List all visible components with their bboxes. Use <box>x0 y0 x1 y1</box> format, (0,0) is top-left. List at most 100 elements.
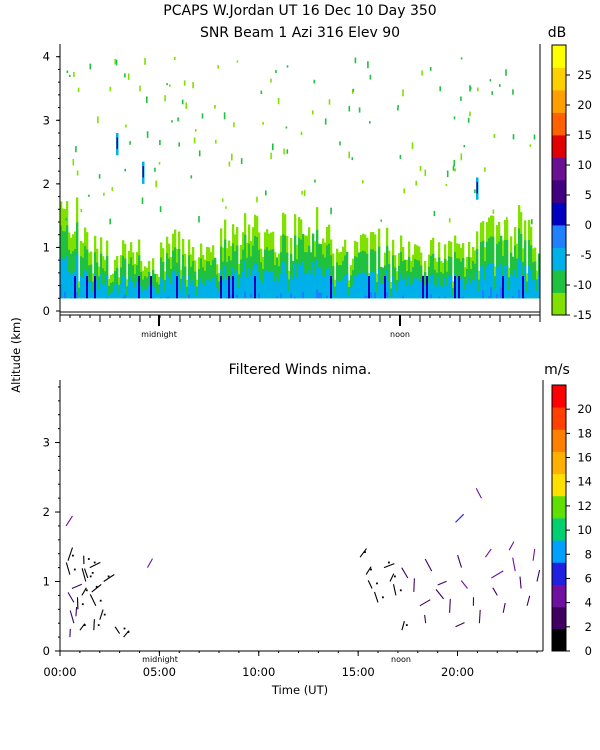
snr-cell <box>428 266 431 299</box>
snr-speckle <box>111 187 114 191</box>
snr-cell <box>126 286 129 299</box>
snr-speckle <box>460 153 463 161</box>
snr-cell <box>114 271 117 299</box>
winds-colorbar-tick-label: 18 <box>577 426 592 440</box>
wind-calm-dot <box>127 631 130 633</box>
wind-calm-dot <box>97 624 100 626</box>
snr-cell <box>76 254 79 299</box>
snr-speckle <box>270 152 272 159</box>
snr-speckle <box>141 197 144 204</box>
snr-cell <box>488 264 491 299</box>
snr-cell <box>198 284 201 299</box>
winds-x-tick-label: 20:00 <box>441 665 474 679</box>
winds-colorbar-segment <box>552 540 566 563</box>
snr-cell <box>476 271 479 299</box>
snr-cell <box>408 276 411 299</box>
snr-cell <box>158 284 161 299</box>
snr-speckle <box>144 57 146 65</box>
winds-x-ticks: 00:00 05:00 10:00 15:00 20:00 <box>43 651 538 679</box>
snr-cell <box>138 276 141 299</box>
winds-colorbar-tick-label: 8 <box>585 547 592 561</box>
wind-calm-dot <box>123 627 126 630</box>
snr-cell <box>212 278 215 299</box>
snr-cell <box>310 273 313 299</box>
snr-speckle <box>214 105 216 109</box>
snr-time-strip <box>59 311 541 326</box>
snr-cell <box>386 291 389 299</box>
wind-calm-dot <box>93 561 96 564</box>
snr-y-tick-label: 2 <box>43 177 50 191</box>
winds-colorbar: 0 2 4 6 8 10 12 14 16 18 20 <box>551 384 592 658</box>
snr-cell <box>196 295 199 299</box>
wind-barb <box>383 563 395 569</box>
snr-marker-midnight: midnight <box>141 330 177 339</box>
snr-speckle <box>166 83 168 86</box>
snr-cell <box>202 267 205 299</box>
snr-cell <box>142 279 145 299</box>
snr-cell <box>282 261 285 299</box>
snr-speckle <box>158 162 161 165</box>
snr-cell <box>172 272 175 299</box>
winds-colorbar-tick-label: 2 <box>585 620 592 634</box>
wind-barb <box>392 584 397 596</box>
snr-cell <box>438 276 441 299</box>
snr-cell <box>156 292 159 299</box>
wind-barb <box>93 619 95 631</box>
snr-title: PCAPS W.Jordan UT 16 Dec 10 Day 350 <box>163 3 436 19</box>
snr-panel: PCAPS W.Jordan UT 16 Dec 10 Day 350 SNR … <box>43 3 592 339</box>
snr-cell <box>102 268 105 299</box>
snr-cell <box>204 285 207 299</box>
winds-colorbar-unit: m/s <box>544 362 570 378</box>
snr-cell <box>514 269 517 299</box>
winds-x-tick-label: 15:00 <box>342 665 375 679</box>
snr-speckle <box>146 131 149 138</box>
wind-calm-dot <box>382 596 384 599</box>
wind-barb <box>67 547 74 561</box>
winds-colorbar-segment <box>552 606 566 630</box>
snr-speckle <box>124 73 126 78</box>
snr-cell <box>258 293 261 299</box>
snr-cell <box>278 282 281 299</box>
winds-x-tick-label: 10:00 <box>242 665 275 679</box>
wind-calm-dot <box>107 575 110 578</box>
wind-calm-dot <box>89 575 92 578</box>
snr-speckle <box>233 122 235 128</box>
snr-speckle <box>474 189 476 194</box>
snr-cell <box>250 293 253 299</box>
snr-speckle <box>260 90 263 94</box>
snr-cell <box>466 283 469 299</box>
snr-cell <box>144 288 147 299</box>
snr-speckle <box>80 208 83 213</box>
wind-barb <box>367 580 373 589</box>
snr-cell <box>184 266 187 299</box>
snr-cell <box>432 274 435 299</box>
snr-cell <box>170 268 173 299</box>
snr-speckle <box>380 219 382 222</box>
snr-cell <box>232 276 235 299</box>
snr-cell <box>108 285 111 299</box>
winds-colorbar-frame <box>551 384 567 652</box>
snr-cell <box>300 265 303 299</box>
snr-cell <box>398 282 401 299</box>
snr-cell <box>152 284 155 299</box>
snr-cell <box>134 274 137 299</box>
snr-speckle <box>228 161 231 167</box>
snr-speckle <box>352 89 354 94</box>
snr-cell <box>332 282 335 299</box>
snr-cell <box>116 283 119 299</box>
snr-cell <box>114 285 117 299</box>
snr-cell <box>116 268 119 299</box>
snr-cell <box>112 281 115 299</box>
snr-speckle <box>285 126 288 129</box>
wind-barb <box>413 578 415 592</box>
wind-barb <box>492 587 498 596</box>
snr-cell <box>406 271 409 299</box>
snr-cell <box>362 272 365 299</box>
snr-speckle <box>419 165 422 171</box>
snr-speckle <box>265 190 267 196</box>
snr-cell <box>244 262 247 299</box>
wind-barb <box>455 513 465 523</box>
snr-cell <box>110 282 113 299</box>
snr-speckle <box>312 110 314 115</box>
snr-cell <box>320 292 323 299</box>
